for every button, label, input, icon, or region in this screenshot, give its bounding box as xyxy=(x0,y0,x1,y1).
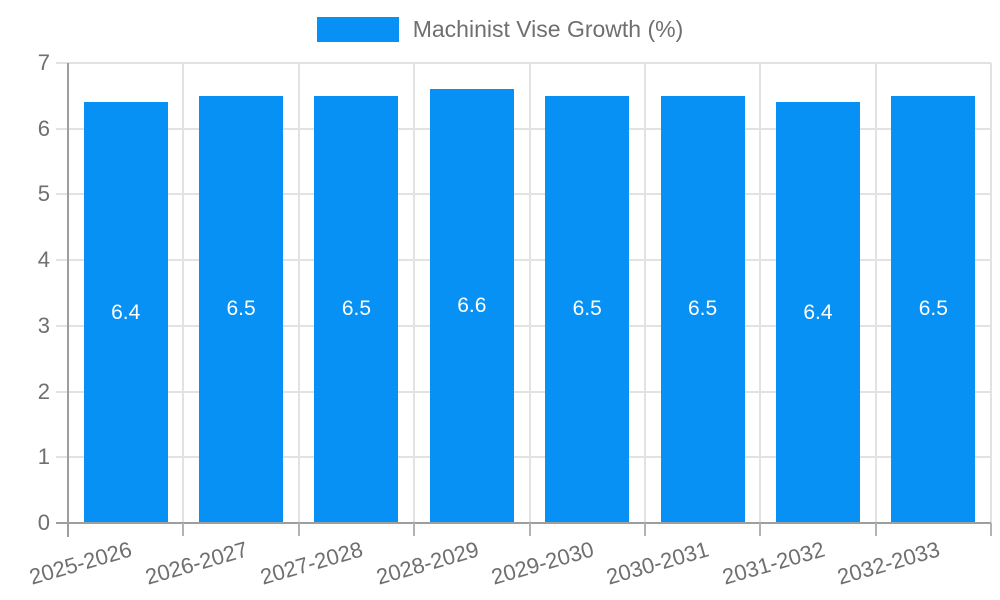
horizontal-gridline xyxy=(56,390,991,393)
x-category-label: 2027-2028 xyxy=(257,536,366,590)
y-axis-tick-label: 7 xyxy=(37,50,50,75)
horizontal-gridline xyxy=(56,259,991,262)
horizontal-gridline xyxy=(56,62,991,64)
x-category-label: 2026-2027 xyxy=(142,536,251,590)
y-axis-tick-label: 0 xyxy=(37,510,50,535)
vertical-gridline xyxy=(413,63,416,523)
bar xyxy=(891,95,976,523)
bar xyxy=(429,89,514,523)
horizontal-gridline xyxy=(56,324,991,327)
legend-label: Machinist Vise Growth (%) xyxy=(412,16,684,42)
y-axis-tick-label: 5 xyxy=(37,181,50,207)
x-axis-tick xyxy=(759,523,762,536)
x-axis-tick xyxy=(990,523,992,536)
bar xyxy=(199,95,284,523)
legend: Machinist Vise Growth (%) xyxy=(0,17,1000,42)
y-axis-tick-label: 6 xyxy=(37,115,50,141)
bar-value-label: 6.6 xyxy=(457,294,487,318)
bar-value-label: 6.4 xyxy=(111,300,141,324)
x-category-label: 2032-2033 xyxy=(834,536,943,590)
y-axis-tick-label: 2 xyxy=(37,378,50,404)
bar-value-label: 6.5 xyxy=(341,297,372,321)
bar-value-label: 6.5 xyxy=(572,297,602,321)
vertical-gridline xyxy=(297,63,300,523)
bar-value-label: 6.5 xyxy=(687,297,718,321)
x-category-label: 2031-2032 xyxy=(719,536,828,590)
bar-value-label: 6.5 xyxy=(918,297,948,321)
x-axis-tick xyxy=(874,523,877,536)
vertical-gridline xyxy=(759,63,762,523)
bar-value-label: 6.4 xyxy=(803,300,833,324)
x-category-label: 2025-2026 xyxy=(26,536,135,590)
x-category-label: 2028-2029 xyxy=(373,536,482,590)
bar xyxy=(545,95,630,523)
legend-swatch xyxy=(316,17,399,42)
x-category-label: 2030-2031 xyxy=(603,536,712,590)
bar xyxy=(775,102,860,523)
x-axis-line xyxy=(56,522,991,524)
horizontal-gridline xyxy=(56,127,991,130)
horizontal-gridline xyxy=(56,456,991,459)
bar-value-label: 6.5 xyxy=(226,297,256,321)
x-axis-tick xyxy=(528,523,531,536)
x-axis-tick xyxy=(297,523,300,536)
x-axis-tick xyxy=(182,523,185,536)
x-axis-tick xyxy=(643,523,646,536)
y-axis-tick-label: 1 xyxy=(37,444,50,470)
y-axis-tick-label: 4 xyxy=(37,247,50,273)
vertical-gridline xyxy=(990,63,992,523)
bar xyxy=(314,95,399,523)
bar xyxy=(660,95,745,523)
x-category-label: 2029-2030 xyxy=(488,536,597,590)
y-axis-line xyxy=(67,63,69,537)
vertical-gridline xyxy=(874,63,877,523)
vertical-gridline xyxy=(643,63,646,523)
y-axis-tick-label: 3 xyxy=(37,312,50,338)
horizontal-gridline xyxy=(56,193,991,196)
x-axis-tick xyxy=(413,523,416,536)
vertical-gridline xyxy=(528,63,531,523)
vertical-gridline xyxy=(182,63,185,523)
bar xyxy=(83,102,168,523)
